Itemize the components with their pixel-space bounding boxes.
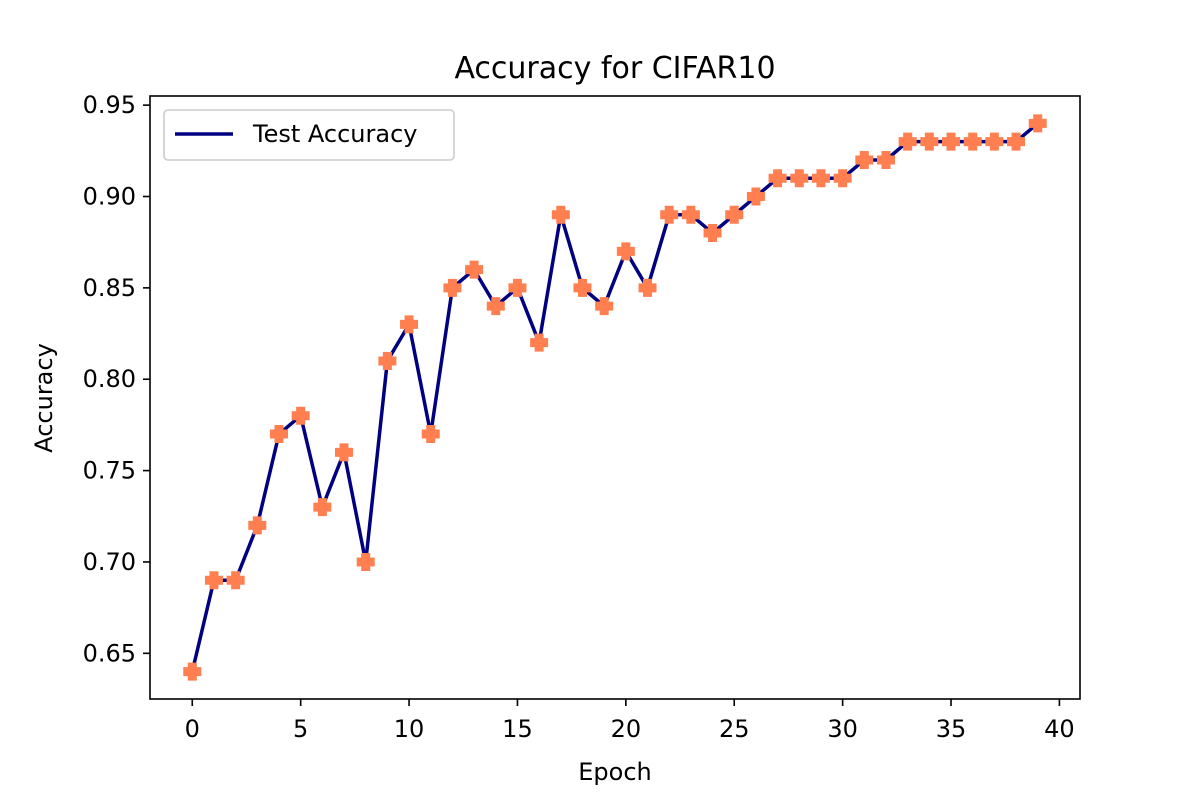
data-point-marker (725, 205, 744, 224)
x-axis-label: Epoch (578, 758, 652, 786)
x-tick-label: 15 (502, 715, 533, 743)
data-point-marker (248, 516, 267, 535)
y-axis-label: Accuracy (30, 343, 58, 453)
data-point-marker (335, 443, 354, 462)
data-point-marker (811, 169, 830, 188)
y-tick-label: 0.70 (83, 548, 136, 576)
data-point-marker (421, 425, 440, 444)
plot-frame (149, 95, 1081, 700)
x-tick-label: 20 (611, 715, 642, 743)
data-point-marker (703, 224, 722, 243)
data-point-marker (204, 571, 223, 590)
y-axis-ticks: 0.65 0.70 0.75 0.80 0.85 0.90 0.95 (83, 91, 150, 667)
data-point-marker (595, 297, 614, 316)
data-point-marker (356, 552, 375, 571)
y-tick-label: 0.80 (83, 365, 136, 393)
data-point-marker (790, 169, 809, 188)
legend-box (163, 109, 455, 161)
data-point-marker (400, 315, 419, 334)
y-tick-label: 0.95 (83, 91, 136, 119)
data-point-marker (291, 406, 310, 425)
x-tick-label: 0 (185, 715, 200, 743)
data-point-marker (833, 169, 852, 188)
data-point-marker (183, 662, 202, 681)
data-point-marker (876, 150, 895, 169)
series-line-test-accuracy (190, 121, 1040, 674)
plot-area (183, 114, 1047, 681)
data-point-marker (963, 132, 982, 151)
data-point-marker (313, 498, 332, 517)
legend: Test Accuracy (163, 109, 455, 161)
data-point-marker (638, 278, 657, 297)
data-point-marker (920, 132, 939, 151)
data-point-marker (465, 260, 484, 279)
data-point-marker (378, 351, 397, 370)
legend-label-test-accuracy: Test Accuracy (252, 120, 417, 148)
data-point-marker (855, 150, 874, 169)
y-tick-label: 0.75 (83, 457, 136, 485)
data-point-marker (443, 278, 462, 297)
y-tick-label: 0.90 (83, 183, 136, 211)
data-point-marker (551, 205, 570, 224)
x-tick-label: 30 (827, 715, 858, 743)
data-point-marker (746, 187, 765, 206)
data-point-marker (660, 205, 679, 224)
data-point-marker (226, 571, 245, 590)
data-point-marker (898, 132, 917, 151)
x-tick-label: 10 (394, 715, 425, 743)
y-tick-label: 0.85 (83, 274, 136, 302)
data-point-marker (508, 278, 527, 297)
y-tick-label: 0.65 (83, 639, 136, 667)
data-point-marker (269, 425, 288, 444)
data-point-marker (530, 333, 549, 352)
x-tick-label: 5 (293, 715, 308, 743)
data-point-marker (985, 132, 1004, 151)
x-tick-label: 25 (719, 715, 750, 743)
data-point-marker (486, 297, 505, 316)
data-point-marker (616, 242, 635, 261)
data-point-marker (1007, 132, 1026, 151)
x-axis-ticks: 0 5 10 15 20 25 30 35 40 (185, 699, 1075, 743)
chart-title: Accuracy for CIFAR10 (454, 51, 775, 86)
x-tick-label: 40 (1044, 715, 1075, 743)
data-point-marker (1028, 114, 1047, 133)
x-tick-label: 35 (936, 715, 967, 743)
data-point-marker (768, 169, 787, 188)
data-point-marker (942, 132, 961, 151)
data-point-marker (681, 205, 700, 224)
data-point-marker (573, 278, 592, 297)
